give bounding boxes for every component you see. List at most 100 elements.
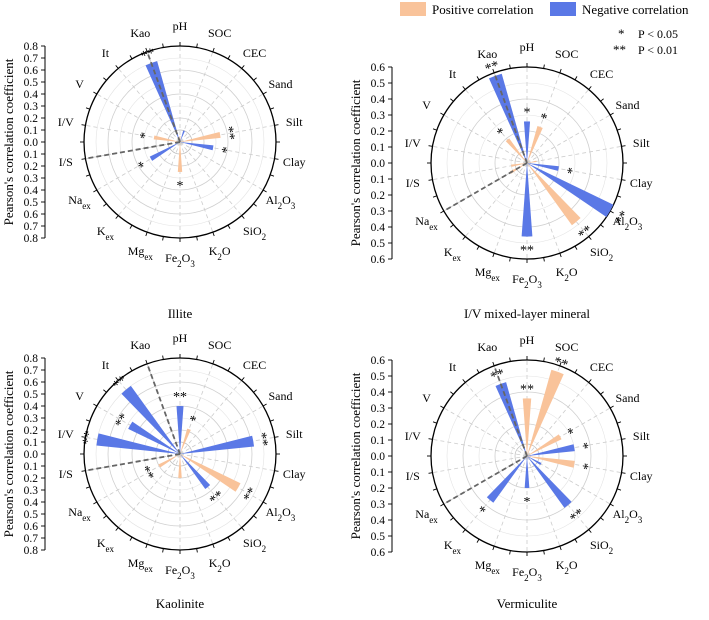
outer-tick [129, 367, 133, 372]
outer-tick [432, 488, 437, 491]
category-label: V [75, 389, 84, 403]
outer-tick [145, 232, 148, 237]
bar-clay [527, 163, 559, 171]
outer-tick [241, 527, 245, 531]
outer-tick [492, 546, 495, 551]
outer-tick [103, 203, 107, 207]
outer-tick [440, 210, 445, 214]
outer-tick [600, 224, 604, 228]
axis-tick-label: 0.5 [371, 238, 386, 250]
bar-kao [488, 73, 527, 163]
outer-tick [241, 65, 245, 69]
outer-tick [440, 405, 445, 409]
group-divider [85, 141, 181, 160]
polar-chart-3: *****************pH SOCCECSandSiltClayAl2… [1, 331, 306, 611]
category-label: CEC [243, 358, 266, 372]
outer-tick [93, 189, 98, 193]
outer-tick [609, 112, 614, 116]
category-label: Silt [286, 427, 303, 441]
outer-tick [476, 245, 480, 250]
y-axis-title: Pearson's correlation coefficient [1, 58, 16, 225]
outer-tick [476, 369, 480, 374]
category-label: I/S [59, 155, 73, 169]
category-label: pH [173, 19, 188, 33]
bar-ph [522, 398, 532, 456]
category-label: It [102, 46, 110, 60]
category-label: Fe2O3 [165, 251, 195, 269]
category-label: SOC [208, 26, 231, 40]
axis-tick-label: 0.6 [24, 209, 39, 221]
sig-mark: ** [236, 482, 256, 502]
grid-spoke [179, 141, 243, 216]
bar-sio2 [527, 163, 581, 226]
category-label: Kex [444, 245, 462, 263]
bar-kao [145, 61, 180, 142]
outer-tick [85, 419, 90, 422]
group-divider [493, 365, 528, 457]
outer-tick [462, 86, 466, 90]
outer-tick [617, 488, 622, 491]
axis-tick-label: 0.4 [371, 94, 386, 106]
outer-tick [253, 77, 257, 81]
category-label: Al2O3 [266, 505, 296, 523]
bar-silt [180, 435, 255, 454]
group-divider [85, 453, 181, 472]
sig-mark: * [524, 489, 531, 504]
outer-tick [543, 357, 545, 362]
axis-tick-label: 0.6 [371, 254, 386, 266]
outer-tick [162, 355, 164, 360]
sig-mark: * [494, 125, 509, 141]
bar-ph [523, 121, 531, 163]
grid-spoke [432, 438, 528, 457]
grid-spoke [117, 141, 181, 216]
outer-tick [115, 527, 119, 531]
category-label: Kex [444, 538, 462, 556]
sig-mark: * [135, 156, 151, 170]
category-label: Sand [615, 98, 639, 112]
outer-tick [509, 64, 511, 69]
grid-spoke [526, 145, 622, 164]
bar-silt [527, 160, 537, 163]
grid-spoke [96, 93, 181, 143]
panel-title: Kaolinite [156, 596, 205, 611]
outer-tick [212, 359, 215, 364]
outer-tick [85, 107, 90, 110]
axis-tick-label: 0.6 [371, 547, 386, 559]
bar-na [158, 454, 180, 468]
category-label: Sand [615, 391, 639, 405]
legend-swatch-positive [400, 2, 426, 16]
category-label: Sand [268, 77, 292, 91]
outer-tick [428, 472, 433, 474]
axis-tick-label: 0.7 [24, 53, 39, 65]
axis-tick-label: 0.3 [24, 413, 39, 425]
outer-tick [212, 232, 215, 237]
outer-tick [196, 548, 198, 553]
bar-al2o3 [527, 163, 614, 217]
axis-tick-label: 0.4 [24, 89, 39, 101]
axis-tick-label: 0.4 [371, 387, 386, 399]
category-label: Kex [97, 224, 115, 242]
axis-tick-label: 0.8 [24, 545, 39, 557]
outer-tick [196, 43, 198, 48]
category-label: Naex [415, 214, 438, 232]
axis-tick-label: 0.0 [24, 449, 39, 461]
panel-title: Vermiculite [497, 596, 558, 611]
grid-spoke [179, 453, 214, 545]
outer-tick [509, 357, 511, 362]
legend-sig-label-1: P < 0.05 [638, 27, 678, 41]
axis-tick-label: 0.0 [371, 158, 386, 170]
outer-tick [450, 517, 454, 521]
outer-tick [115, 215, 119, 219]
outer-tick [543, 64, 545, 69]
axis-tick-label: 0.5 [371, 531, 386, 543]
sig-mark: * [537, 111, 549, 127]
outer-tick [274, 124, 279, 126]
category-label: I/V [58, 427, 74, 441]
category-label: CEC [590, 67, 613, 81]
outer-tick [428, 438, 433, 440]
bar-clay [527, 456, 575, 468]
outer-tick [103, 77, 107, 81]
polar-chart-2: **** ********pH SOCCECSandSiltClayAl2O3SiO… [348, 40, 653, 321]
bar-al2o3 [180, 454, 241, 492]
axis-tick-label: 0.0 [371, 451, 386, 463]
